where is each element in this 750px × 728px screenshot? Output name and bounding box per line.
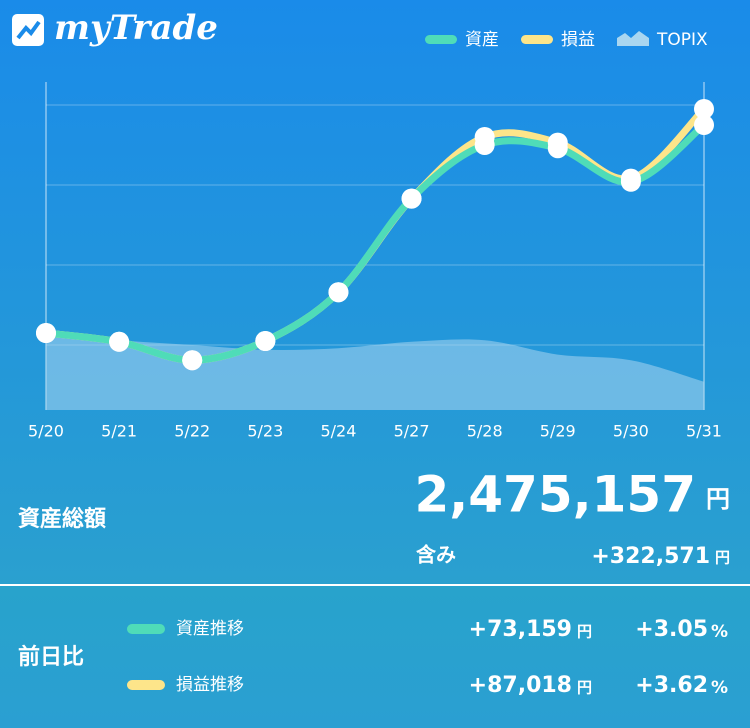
legend: 資産 損益 TOPIX [425, 30, 708, 50]
point [109, 331, 130, 352]
line [42, 121, 708, 364]
point [694, 115, 714, 135]
point [36, 323, 56, 343]
row-percent: +3.62 [635, 673, 708, 698]
x-tick-label: 5/27 [394, 422, 430, 441]
total-unit: 円 [706, 485, 730, 513]
summary-label: 資産総額 [18, 506, 106, 532]
x-tick-label: 5/28 [467, 422, 503, 441]
logo-icon [12, 14, 44, 46]
x-tick-label: 5/31 [686, 422, 722, 441]
legend-label: 資産 [465, 30, 499, 50]
logo: myTrade [54, 8, 218, 48]
row-amount: +73,159 [469, 617, 572, 642]
unrealized-unit: 円 [715, 549, 730, 567]
point [694, 99, 714, 119]
point [401, 188, 422, 209]
daily-row: 損益推移 +87,018 円 +3.62 % [127, 673, 728, 698]
chart: 5/20 5/21 5/22 5/23 5/24 5/27 5/28 5/29 5/30 5/31 [28, 82, 722, 441]
legend-icon [521, 35, 553, 44]
x-tick-label: 5/30 [613, 422, 649, 441]
total: 2,475,157 [414, 466, 696, 524]
x-tick-label: 5/22 [174, 422, 210, 441]
row-name: 資産推移 [176, 619, 244, 639]
unrealized-label: 含み [416, 543, 456, 567]
daily-label: 前日比 [18, 644, 84, 670]
row-icon [127, 624, 165, 634]
legend-label: TOPIX [656, 30, 708, 50]
x-tick-label: 5/23 [247, 422, 283, 441]
legend-icon [617, 31, 649, 46]
x-tick-label: 5/29 [540, 422, 576, 441]
legend-icon [425, 35, 457, 44]
row-unit: 円 [577, 679, 592, 697]
x-tick-label: 5/21 [101, 422, 137, 441]
row-percent-unit: % [711, 622, 728, 642]
point [255, 331, 276, 351]
row-amount: +87,018 [469, 673, 572, 698]
row-unit: 円 [577, 623, 592, 641]
daily-row: 資産推移 +73,159 円 +3.05 % [127, 617, 728, 642]
row-percent: +3.05 [635, 617, 708, 642]
x-tick-label: 5/24 [320, 422, 356, 441]
row-name: 損益推移 [176, 675, 244, 695]
area [46, 333, 704, 410]
point [620, 171, 641, 192]
background-lower [0, 586, 750, 728]
point [474, 135, 495, 155]
background [0, 0, 750, 586]
unrealized: +322,571 [591, 544, 710, 569]
point [547, 138, 568, 159]
x-tick-label: 5/20 [28, 422, 64, 441]
point [182, 350, 203, 371]
point [328, 282, 349, 303]
row-percent-unit: % [711, 678, 728, 698]
legend-label: 損益 [561, 30, 595, 50]
row-icon [127, 680, 165, 690]
